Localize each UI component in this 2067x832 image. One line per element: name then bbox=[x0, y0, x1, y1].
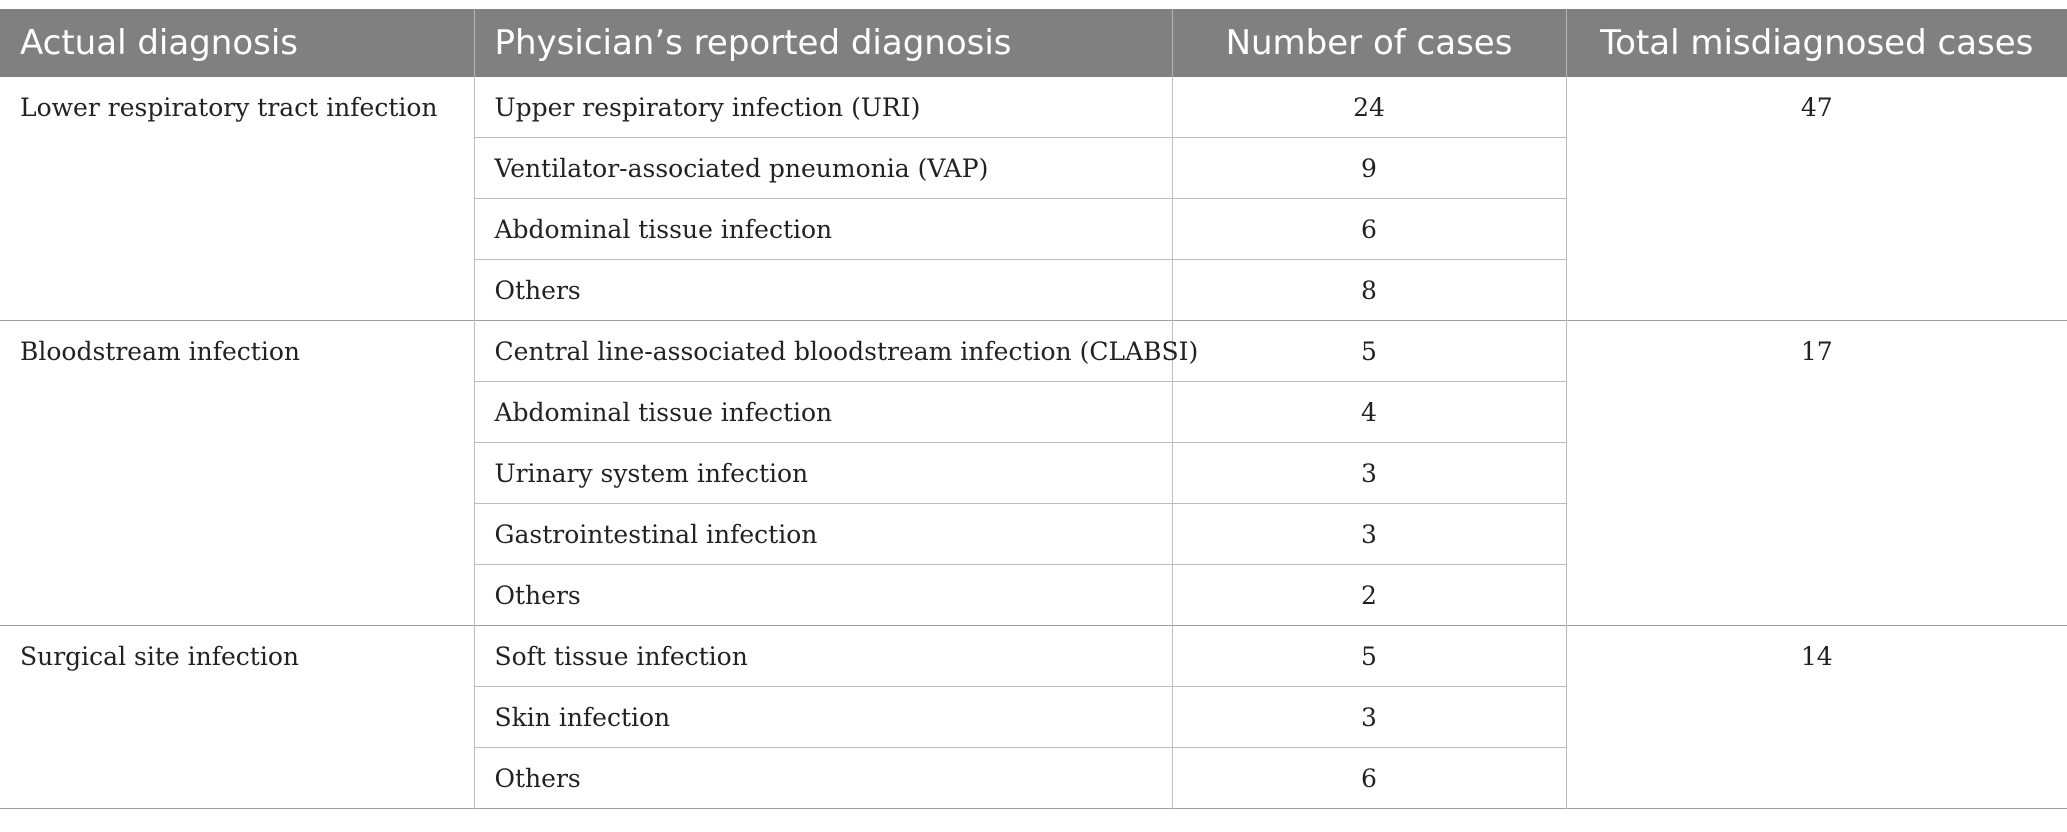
bottom-rule-row bbox=[0, 808, 2067, 809]
reported-diagnosis-cell: Abdominal tissue infection bbox=[473, 198, 1172, 260]
actual-diagnosis-cell: Lower respiratory tract infection bbox=[20, 93, 438, 122]
table-row: Others 2 bbox=[0, 564, 2067, 626]
actual-diagnosis-cell: Surgical site infection bbox=[0, 625, 474, 809]
table-row: Bloodstream infection Central line-assoc… bbox=[0, 320, 2067, 626]
cases-cell: 8 bbox=[1171, 259, 1566, 321]
reported-diagnosis-cell: Upper respiratory infection (URI) bbox=[473, 77, 1172, 138]
total-misdiagnosed-cell: 17 bbox=[1565, 320, 2067, 626]
table-row: Gastrointestinal infection 3 bbox=[0, 503, 2067, 565]
cases-cell: 24 bbox=[1171, 77, 1566, 138]
actual-diagnosis-cell: Bloodstream infection bbox=[0, 320, 474, 626]
cases-cell: 2 bbox=[1171, 564, 1566, 626]
table-row: Others 8 bbox=[0, 259, 2067, 321]
table-row: Ventilator-associated pneumonia (VAP) 9 bbox=[0, 137, 2067, 199]
table-header: Actual diagnosis Physician’s reported di… bbox=[0, 9, 2067, 77]
header-row: Actual diagnosis Physician’s reported di… bbox=[0, 9, 2067, 77]
table-row: Urinary system infection 3 bbox=[0, 442, 2067, 504]
cases-cell: 5 bbox=[1171, 320, 1566, 382]
reported-diagnosis-cell: Others bbox=[473, 747, 1172, 809]
misdiagnosis-table-container: Actual diagnosis Physician’s reported di… bbox=[0, 9, 2067, 809]
cases-cell: 6 bbox=[1171, 747, 1566, 809]
cases-cell: 6 bbox=[1171, 198, 1566, 260]
bottom-rule bbox=[0, 808, 2067, 809]
cases-cell: 3 bbox=[1171, 503, 1566, 565]
reported-diagnosis-cell: Central line-associated bloodstream infe… bbox=[473, 320, 1198, 382]
table-row: Surgical site infection Soft tissue infe… bbox=[0, 625, 2067, 809]
reported-diagnosis-cell: Skin infection bbox=[473, 686, 1172, 748]
table-row: Others 6 bbox=[0, 747, 2067, 809]
reported-diagnosis-cell: Ventilator-associated pneumonia (VAP) bbox=[473, 137, 1172, 199]
header-reported-diagnosis: Physician’s reported diagnosis bbox=[473, 9, 1172, 77]
cases-cell: 3 bbox=[1171, 686, 1566, 748]
total-misdiagnosed-cell: 47 bbox=[1565, 77, 2067, 321]
reported-diagnosis-cell: Others bbox=[473, 564, 1172, 626]
table-row: Skin infection 3 bbox=[0, 686, 2067, 748]
reported-diagnosis-cell: Urinary system infection bbox=[473, 442, 1172, 504]
cases-cell: 9 bbox=[1171, 137, 1566, 199]
cases-cell: 5 bbox=[1171, 625, 1566, 687]
table-row: Abdominal tissue infection 4 bbox=[0, 381, 2067, 443]
misdiagnosis-table: Actual diagnosis Physician’s reported di… bbox=[0, 9, 2067, 809]
table-row: Abdominal tissue infection 6 bbox=[0, 198, 2067, 260]
header-number-of-cases: Number of cases bbox=[1171, 9, 1566, 77]
reported-diagnosis-cell: Abdominal tissue infection bbox=[473, 381, 1172, 443]
cases-cell: 3 bbox=[1171, 442, 1566, 504]
cases-cell: 4 bbox=[1171, 381, 1566, 443]
table-body: Lower respiratory tract infection Upper … bbox=[0, 77, 2067, 809]
reported-diagnosis-cell: Others bbox=[473, 259, 1172, 321]
table-bottom-rule bbox=[0, 808, 2067, 809]
header-actual-diagnosis: Actual diagnosis bbox=[0, 9, 474, 77]
table-row: Lower respiratory tract infection Upper … bbox=[0, 77, 2067, 321]
reported-diagnosis-cell: Soft tissue infection bbox=[473, 625, 1172, 687]
total-misdiagnosed-cell: 14 bbox=[1565, 625, 2067, 809]
reported-diagnosis-cell: Gastrointestinal infection bbox=[473, 503, 1172, 565]
header-total-misdiagnosed: Total misdiagnosed cases bbox=[1565, 9, 2067, 77]
